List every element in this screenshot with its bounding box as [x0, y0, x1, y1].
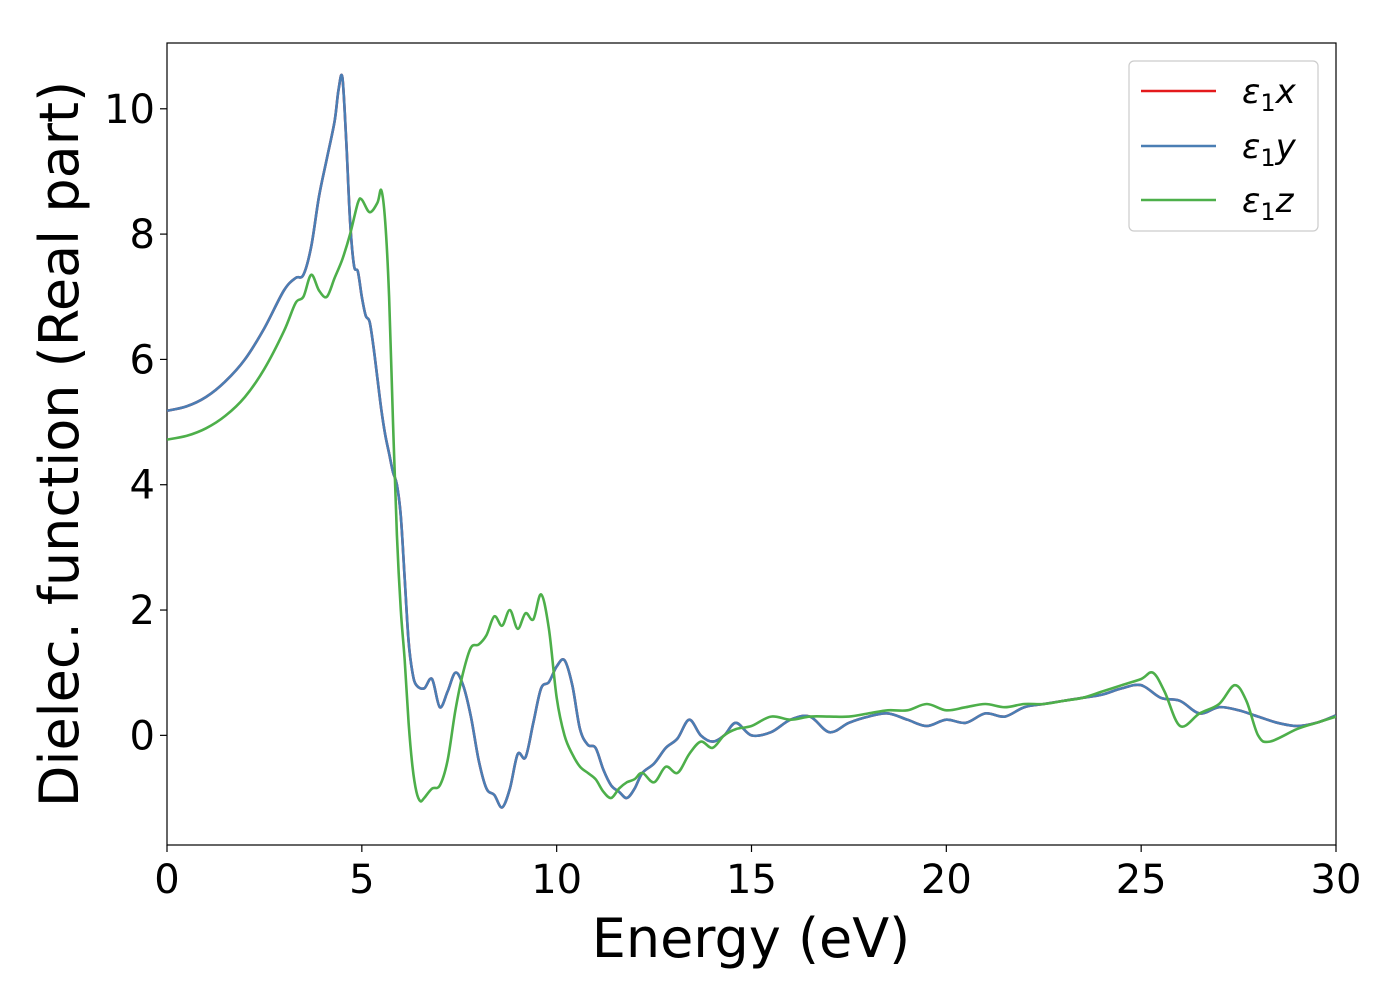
x-tick-label: 15	[726, 857, 777, 903]
y-axis-ticks: 0 2 4 6 8 10	[104, 87, 167, 759]
y-tick-label: 8	[130, 212, 155, 258]
series-epsilon1-z-line	[167, 188, 1336, 803]
legend-entry: ε1x	[1141, 72, 1297, 117]
x-tick-label: 20	[921, 857, 972, 903]
y-tick-label: 2	[130, 588, 155, 634]
x-tick-label: 5	[349, 857, 374, 903]
y-tick-label: 10	[104, 87, 155, 133]
x-tick-label: 0	[154, 857, 179, 903]
legend: ε1x ε1y ε1z	[1128, 60, 1319, 232]
legend-entry: ε1y	[1141, 127, 1297, 172]
legend-label: ε1z	[1242, 181, 1295, 226]
x-axis-label: Energy (eV)	[592, 907, 911, 970]
legend-label: ε1x	[1242, 72, 1297, 117]
x-tick-label: 25	[1116, 857, 1167, 903]
y-axis-label: Dielec. function (Real part)	[28, 81, 91, 807]
x-axis-ticks: 0 5 10 15 20 25 30	[154, 845, 1361, 903]
legend-label: ε1y	[1242, 127, 1297, 172]
y-tick-label: 0	[130, 713, 155, 759]
y-tick-label: 4	[130, 463, 155, 509]
x-tick-label: 10	[531, 857, 582, 903]
series-epsilon1-y-line	[167, 73, 1336, 809]
legend-entry: ε1z	[1141, 181, 1295, 226]
series-layer	[167, 73, 1336, 809]
legend-frame	[1128, 60, 1319, 232]
x-tick-label: 30	[1311, 857, 1362, 903]
y-tick-label: 6	[130, 337, 155, 383]
